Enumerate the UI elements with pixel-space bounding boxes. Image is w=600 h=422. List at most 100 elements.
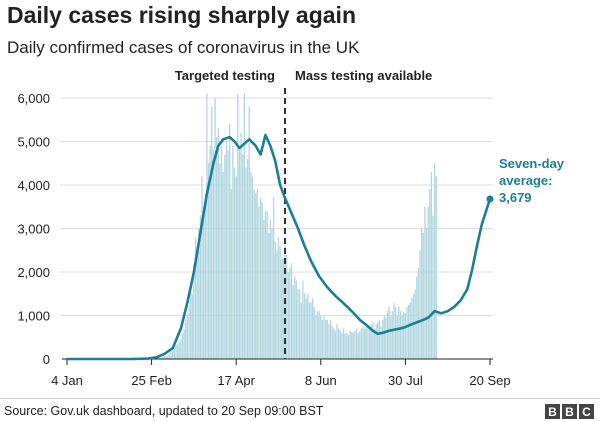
daily-case-bar [193,263,195,359]
daily-case-bar [222,171,224,359]
daily-case-bar [377,322,379,359]
daily-case-bar [159,357,161,359]
daily-case-bar [352,332,354,359]
y-tick-label: 4,000 [17,178,50,193]
daily-case-bar [201,176,203,359]
daily-case-bar [198,228,200,359]
daily-case-bar [196,250,198,359]
daily-case-bar [295,280,298,359]
daily-case-bar [373,328,376,359]
x-tick-label: 25 Feb [131,373,171,388]
daily-case-bar [170,352,172,359]
daily-case-bar [419,250,421,359]
daily-case-bar [277,237,280,359]
daily-case-bar [407,304,410,360]
daily-case-bar [383,315,385,359]
daily-case-bar [338,328,340,359]
daily-case-bar [385,317,387,359]
daily-case-bar [315,315,317,359]
daily-case-bar [240,132,242,359]
daily-case-bar [274,241,276,359]
daily-case-bar [157,357,159,359]
daily-case-bar [424,206,426,359]
daily-case-bar [181,332,184,359]
logo-letter: B [545,404,560,419]
daily-case-bar [189,289,192,359]
daily-case-bar [227,150,229,359]
daily-case-bar [323,315,325,359]
daily-case-bar [417,267,420,359]
daily-case-bar [404,313,407,359]
daily-case-bar [282,258,285,359]
daily-case-bar [416,276,418,359]
daily-case-bar [344,333,346,359]
x-tick-label: 4 Jan [51,373,83,388]
daily-case-bar [248,106,250,359]
daily-case-bar [214,98,216,359]
daily-case-bar [163,356,166,359]
daily-case-bar [406,306,408,359]
daily-case-bar [168,354,171,359]
daily-case-bar [235,176,237,359]
daily-case-bar [259,198,262,359]
daily-case-bar [320,315,322,359]
daily-case-bar [264,211,267,359]
daily-case-bar [186,315,189,359]
daily-case-bar [298,289,301,359]
daily-case-bar [430,171,433,359]
daily-case-bar [245,167,247,359]
daily-case-bar [202,206,205,359]
seven-day-average-callout: Seven-day average: 3,679 [499,156,565,205]
daily-case-bar [255,193,257,359]
source-note: Source: Gov.uk dashboard, updated to 20 … [4,404,324,418]
daily-case-bar [412,293,415,359]
daily-case-bar [331,326,333,360]
daily-case-bar [321,319,324,359]
daily-case-bar [316,311,319,359]
daily-case-bars [108,93,437,360]
daily-case-bar [303,293,306,359]
daily-case-bar [334,330,337,359]
daily-case-bar [287,272,289,359]
daily-case-bar [232,145,234,359]
daily-case-bar [261,202,263,359]
daily-case-bar [292,285,294,359]
daily-case-bar [302,280,304,359]
daily-case-bar [194,237,197,359]
daily-case-bar [294,276,296,359]
daily-case-bar [211,106,213,359]
daily-case-bar [360,328,363,359]
y-tick-label: 1,000 [17,309,50,324]
y-tick-label: 3,000 [17,222,50,237]
daily-case-bar [336,324,338,359]
seven-day-average-line [65,133,492,361]
daily-case-bar [172,350,174,359]
daily-case-bar [368,326,371,360]
daily-case-bar [434,163,436,359]
daily-case-bar [351,332,353,359]
daily-case-bar [355,328,358,359]
daily-case-bar [372,322,374,359]
daily-case-bar [329,319,332,359]
daily-case-bar [328,324,330,359]
x-tick-label: 8 Jun [305,373,337,388]
daily-case-bar [191,293,193,359]
daily-case-bar [276,250,278,359]
daily-case-bar [354,330,356,359]
daily-case-bar [238,150,241,359]
daily-case-bar [359,330,361,359]
cases-chart: 0 1,000 2,000 3,000 4,000 5,000 6,000 4 Jan 25 … [17,68,565,388]
daily-case-bar [224,154,226,359]
daily-case-bar [209,145,211,359]
daily-case-bar [367,328,369,359]
daily-case-bar [183,328,185,359]
daily-case-bar [429,189,431,359]
daily-case-bar [188,306,190,359]
daily-case-bar [167,355,169,359]
daily-case-bar [250,171,252,359]
x-tick-label: 20 Sep [469,373,510,388]
daily-case-bar [173,348,176,360]
daily-case-bar [421,228,423,359]
daily-case-bar [289,267,291,359]
y-tick-label: 0 [43,352,50,367]
